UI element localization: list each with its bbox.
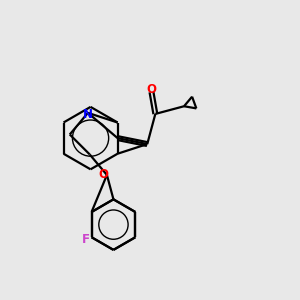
Text: F: F (82, 233, 90, 246)
Text: O: O (98, 169, 108, 182)
Text: N: N (83, 108, 93, 121)
Text: O: O (146, 83, 157, 96)
